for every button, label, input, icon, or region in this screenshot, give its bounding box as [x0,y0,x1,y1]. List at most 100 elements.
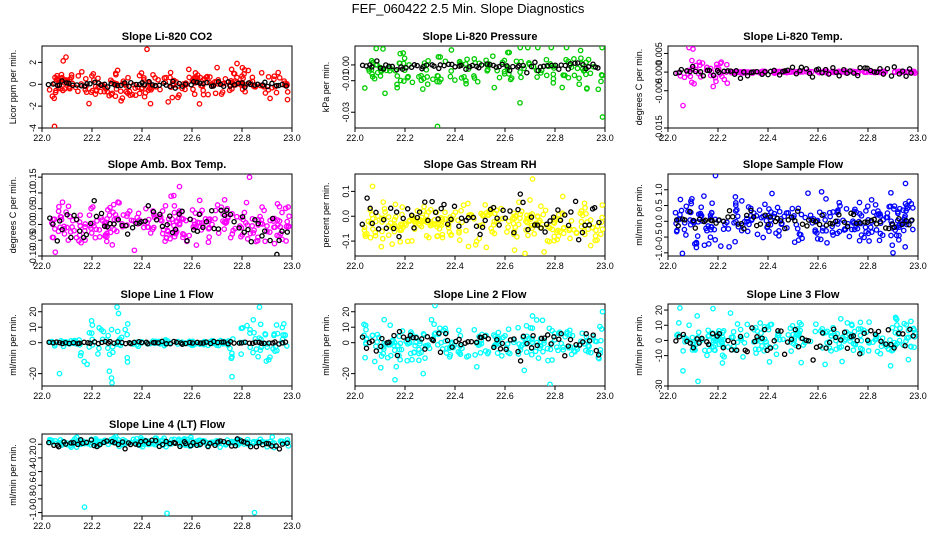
data-point [394,84,401,91]
reference-point [87,220,94,227]
reference-point [775,328,781,334]
reference-point [567,336,574,343]
reference-point [50,221,56,227]
data-point [424,74,431,80]
reference-point [204,79,210,86]
data-point [711,226,718,233]
reference-point [424,334,431,340]
data-point [165,99,172,105]
data-point [517,69,523,75]
data-point [542,207,549,214]
reference-point [891,224,897,231]
data-point [738,198,745,204]
data-point [705,327,712,334]
reference-point [255,220,261,227]
data-point [279,209,285,216]
data-point [167,74,173,81]
x-tick-label: 22.6 [496,133,514,143]
data-point [362,231,368,238]
reference-point [246,340,253,346]
reference-point [194,339,201,346]
data-point [550,71,557,78]
data-point [108,375,115,381]
x-tick-label: 22.0 [346,133,364,143]
reference-point [499,340,506,347]
data-point [401,220,408,227]
outlier-point [56,370,63,377]
data-point [465,353,472,359]
data-point [513,58,520,65]
reference-point [562,353,568,359]
data-point [394,73,401,79]
data-point [159,208,166,214]
data-point [52,89,59,96]
reference-point [441,201,447,208]
reference-point [819,70,825,76]
reference-point [788,336,795,343]
data-point [507,76,514,83]
data-point [730,328,737,335]
data-point [532,348,539,355]
reference-point [59,226,65,233]
data-point [511,247,518,253]
data-point [209,221,215,228]
reference-point [142,218,148,224]
data-point [463,227,469,234]
data-point [118,334,125,341]
x-tick-label: 22.4 [446,261,464,271]
data-point [122,326,129,333]
data-point [800,342,807,348]
data-point [701,242,708,249]
reference-point [595,65,601,71]
reference-point [503,346,509,353]
reference-point [884,65,891,72]
data-point [280,321,287,327]
reference-point [891,64,898,70]
data-point [587,217,594,223]
reference-point [210,83,217,89]
data-point [448,231,455,238]
reference-point [122,80,128,86]
reference-point [458,215,465,221]
data-point [549,357,555,363]
data-point [363,326,369,333]
reference-point [215,226,222,232]
data-point [584,85,590,91]
reference-point [558,330,564,337]
reference-point [264,83,271,90]
data-point [196,197,203,204]
data-point [908,318,914,325]
reference-point [524,340,530,347]
data-point [123,88,130,95]
x-tick-label: 22.4 [133,391,151,401]
data-point [280,332,286,338]
data-point [491,218,498,225]
reference-point [93,213,100,220]
reference-point [269,215,276,222]
data-point [401,78,407,84]
data-point [199,207,205,214]
data-point [385,232,392,239]
y-axis-label: degrees C per min. [634,49,644,126]
data-point [478,337,485,344]
data-point [98,327,105,333]
chart-panel-6: Slope Sample Flow 22.0 22.2 22.4 22.6 22.8 23.… [634,159,927,271]
data-point [523,218,529,225]
reference-point [389,63,396,70]
data-point [547,225,553,231]
reference-point [868,327,874,334]
data-point [592,237,599,244]
data-point [244,236,251,242]
chart-title: Slope Gas Stream RH [423,159,536,171]
data-point [822,329,829,336]
reference-point [263,440,270,447]
data-point [794,225,801,232]
outlier-point [432,304,438,309]
data-point [776,227,782,234]
reference-point [520,333,527,340]
data-point [432,330,439,336]
reference-point [387,205,394,212]
data-point [397,77,404,84]
data-point [134,214,141,221]
reference-point [502,215,509,221]
